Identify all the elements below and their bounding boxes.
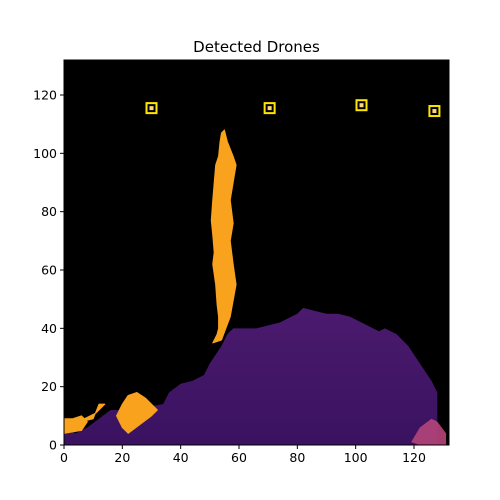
detection-box-2 xyxy=(263,102,276,115)
y-tick-label: 100 xyxy=(33,146,57,161)
plot-frame xyxy=(63,59,450,446)
plume-left-1 xyxy=(64,415,88,434)
plume-left-3 xyxy=(116,392,158,434)
x-tick-label: 60 xyxy=(231,450,247,465)
x-tick-label: 0 xyxy=(60,450,68,465)
y-tick-label: 40 xyxy=(41,321,57,336)
detection-box-4 xyxy=(428,105,441,118)
terrain-region xyxy=(64,307,438,445)
x-tick-label: 20 xyxy=(114,450,130,465)
plume-left-2 xyxy=(81,403,106,423)
main-plume xyxy=(210,129,237,344)
detection-core-4 xyxy=(432,109,437,114)
chart-title: Detected Drones xyxy=(193,38,320,56)
y-tick-label: 20 xyxy=(41,379,57,394)
x-tick-label: 100 xyxy=(344,450,368,465)
detection-core-1 xyxy=(149,106,154,111)
y-tick-label: 80 xyxy=(41,204,57,219)
y-tick-label: 120 xyxy=(33,88,57,103)
x-tick-label: 120 xyxy=(402,450,426,465)
detection-box-1 xyxy=(145,102,158,115)
detection-core-2 xyxy=(267,106,272,111)
y-tick-label: 60 xyxy=(41,263,57,278)
x-tick-label: 40 xyxy=(173,450,189,465)
x-tick-label: 80 xyxy=(289,450,305,465)
heatmap-image xyxy=(64,60,449,445)
plot-area xyxy=(63,59,450,446)
detection-core-3 xyxy=(359,103,364,108)
warm-region xyxy=(411,418,447,445)
y-axis: 0 20 40 60 80 100 120 xyxy=(33,88,64,453)
y-tick-label: 0 xyxy=(49,438,57,453)
detection-box-3 xyxy=(355,99,368,112)
x-axis: 0 20 40 60 80 100 120 xyxy=(60,445,426,465)
